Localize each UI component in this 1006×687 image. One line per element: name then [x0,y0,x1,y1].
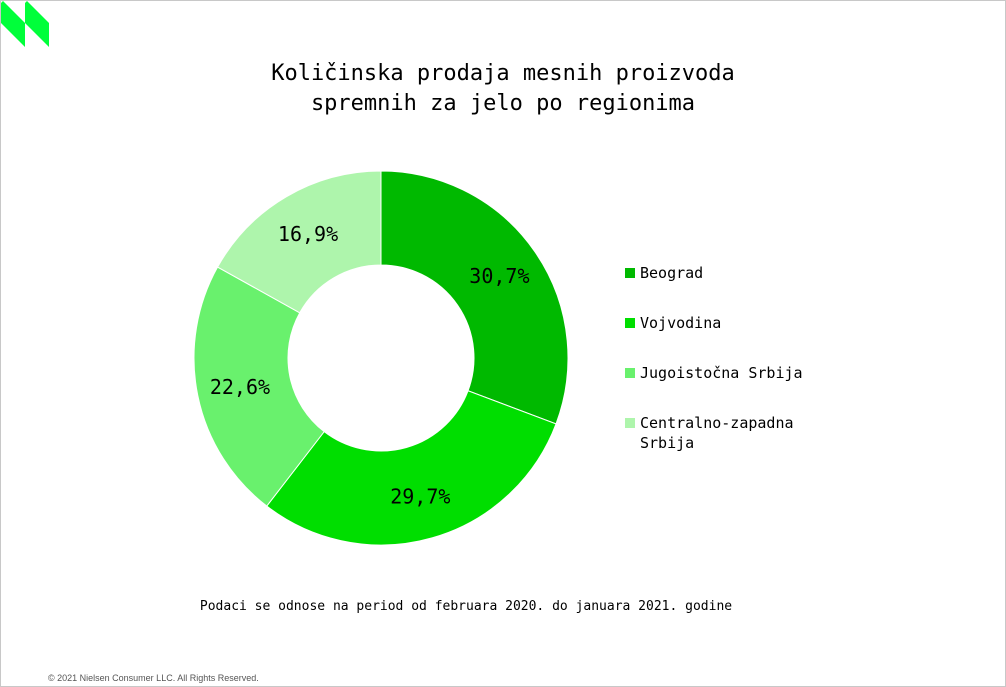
slice-vojvodina [266,390,557,546]
legend-label: Jugoistočna Srbija [640,364,803,382]
legend-swatch [625,418,635,428]
slice-beograd [380,170,569,425]
data-label: 16,9% [278,222,338,246]
logo-stripe-right [25,1,49,47]
legend-swatch [625,318,635,328]
legend-label: Beograd [640,264,704,282]
data-label: 30,7% [469,264,529,288]
slice-jugoistocna-srbija [193,266,325,507]
legend-swatch [625,268,635,278]
legend-label: Vojvodina [640,314,722,332]
legend-label: Centralno-zapadna Srbija [640,414,794,452]
footnote: Podaci se odnose na period od februara 2… [199,599,733,614]
logo-stripe-left [1,1,25,47]
data-label: 22,6% [210,375,270,399]
legend-swatch [625,368,635,378]
data-label: 29,7% [390,485,450,509]
nielsen-logo-icon [1,1,49,47]
chart-title-line-2: spremnih za jelo po regionima [310,91,696,116]
chart-title-line-1: Količinska prodaja mesnih proizvoda [271,61,735,86]
chart-title: Količinska prodaja mesnih proizvoda spre… [1,59,1005,119]
slice-centralno-zapadna-srbija [216,170,382,314]
copyright-notice: © 2021 Nielsen Consumer LLC. All Rights … [48,673,259,683]
